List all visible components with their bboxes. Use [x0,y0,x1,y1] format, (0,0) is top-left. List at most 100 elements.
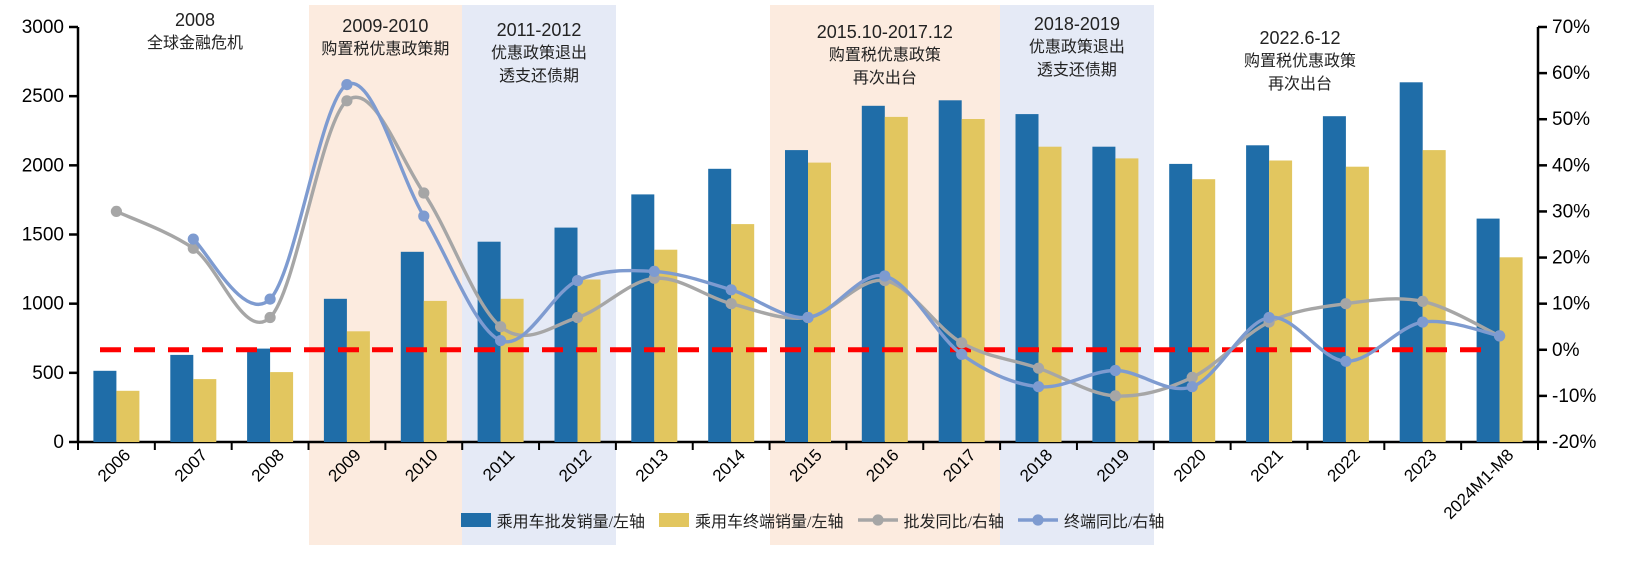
bar-left-2023 [1422,150,1446,442]
right-axis-label: -10% [1552,386,1596,407]
line-marker [956,337,968,349]
line-marker [187,242,199,254]
bar-left-2019 [1092,146,1116,442]
policy-band-2009-2010 [308,5,463,545]
line-marker [264,293,276,305]
right-axis-label: 70% [1552,17,1590,38]
x-axis-label: 2014 [709,445,749,485]
legend-item-1: 乘用车终端销量/左轴 [659,508,844,532]
right-axis-label: 30% [1552,201,1590,222]
bar-left-2017 [961,119,985,442]
line-marker [1417,295,1429,307]
right-axis-label: 20% [1552,248,1590,269]
line-marker [1186,381,1198,393]
bar-left-2010 [423,300,447,442]
line-marker [956,348,968,360]
line-marker [1186,371,1198,383]
line-marker [802,311,814,324]
line-marker [187,233,199,245]
line-marker [648,265,660,277]
legend-label: 终端同比/右轴 [1063,514,1165,531]
bar-left-2021 [1246,145,1270,443]
x-axis-label: 2016 [862,445,902,485]
right-axis-label: 40% [1552,155,1590,176]
bar-left-2016 [861,105,885,443]
bar-left-2007 [170,354,194,442]
x-axis-label: 2019 [1093,445,1133,485]
line-right-series [115,95,1501,398]
legend-item-3: 终端同比/右轴 [1017,508,1165,532]
line-marker [418,187,430,199]
right-axis-label: 10% [1552,294,1590,315]
bar-left-2018 [1038,146,1062,442]
x-axis-label: 2007 [171,445,211,485]
x-axis-label: 2012 [555,445,595,485]
x-axis-label: 2008 [248,445,288,485]
bar-left-2017 [938,100,962,443]
right-axis-label: 60% [1552,63,1590,84]
bar-left-2011 [500,298,524,442]
bar-left-2012 [577,279,601,442]
x-axis-label: 2018 [1016,445,1056,485]
line-marker [1494,330,1506,342]
left-axis-label: 500 [32,363,64,384]
bar-left-2006 [116,390,140,442]
bar-left-2007 [193,379,217,442]
legend-bar-swatch [460,513,491,527]
legend-label: 乘用车终端销量/左轴 [695,514,844,531]
line-marker [725,284,737,296]
x-axis-label: 2013 [632,445,672,485]
bar-left-2022 [1345,166,1369,442]
bar-left-2014 [708,168,732,443]
line-marker [1032,381,1045,393]
x-axis-label: 2011 [479,445,518,484]
legend-label: 批发同比/右轴 [903,514,1004,531]
legend-item-0: 乘用车批发销量/左轴 [460,508,646,532]
bar-left-2006 [93,370,117,442]
legend-line-swatch [857,514,898,526]
right-axis-label: 50% [1552,109,1590,130]
bar-left-2023 [1399,82,1423,443]
x-axis-label: 2022 [1324,445,1364,485]
left-axis-label: 2000 [22,155,64,176]
line-marker [1032,362,1045,374]
line-marker [418,210,430,222]
line-marker [1417,316,1429,328]
line-marker [1340,298,1352,310]
bar-left-2021 [1269,160,1293,442]
line-marker [495,321,507,333]
left-axis-label: 2500 [22,86,64,107]
line-marker [1109,364,1121,377]
x-axis-label: 2010 [401,445,441,485]
left-axis-label: 3000 [22,17,64,38]
x-axis-label: 2009 [325,445,365,485]
line-marker [341,95,353,107]
bar-left-2009 [346,331,370,442]
bar-left-2020 [1192,179,1216,442]
x-axis-label: 2021 [1247,445,1287,485]
line-marker [1109,390,1121,402]
line-marker [1263,311,1275,324]
bar-left-2024M1-M8 [1499,257,1523,442]
left-axis-label: 0 [53,432,64,453]
line-marker [495,335,507,347]
bar-left-2013 [654,249,678,442]
line-marker [571,275,584,287]
bar-left-2012 [554,227,578,442]
legend-item-2: 批发同比/右轴 [857,508,1004,532]
legend-bar-swatch [659,513,690,527]
bar-left-2015 [785,150,808,442]
bar-left-2022 [1322,116,1346,442]
line-marker [264,311,276,324]
bar-left-2009 [323,298,347,442]
bar-left-2013 [631,194,655,442]
legend-label: 乘用车批发销量/左轴 [496,514,646,531]
line-marker [110,205,122,217]
line-marker [725,298,737,310]
x-axis-label: 2017 [939,445,979,485]
line-marker [341,79,353,91]
bar-left-2016 [884,116,908,443]
line-marker [1340,355,1352,367]
right-axis-label: -20% [1552,432,1596,453]
